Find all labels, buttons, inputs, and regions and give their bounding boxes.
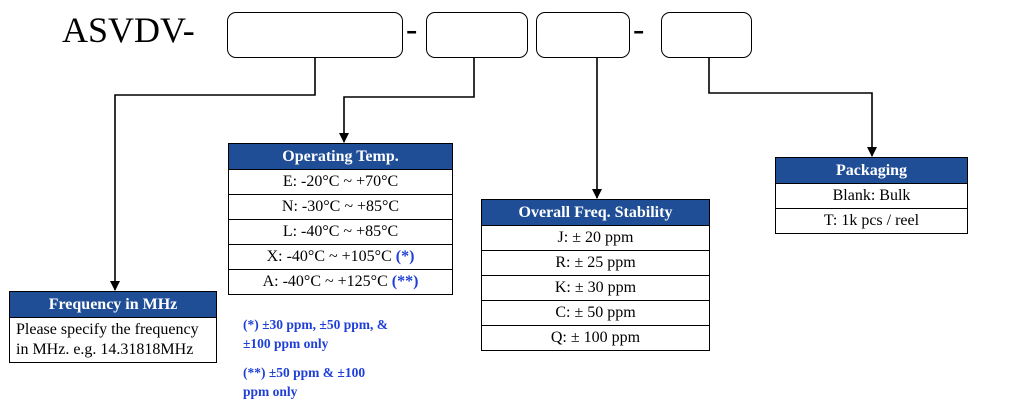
separator-dash-1: - [406,11,418,48]
temp-connector [339,58,475,143]
packaging-option-bulk: Blank: Bulk [775,183,968,209]
stability-option-r: R: ± 25 ppm [481,250,710,276]
temp-option-l: L: -40°C ~ +85°C [228,219,453,245]
operating-temp-header: Operating Temp. [228,143,453,170]
temp-field-box [426,12,528,58]
stability-field-box [536,12,630,58]
temp-note-2-line2: ppm only [243,384,298,399]
temp-option-x: X: -40°C ~ +105°C (*) [228,244,453,270]
temp-note-2-line1: (**) ±50 ppm & ±100 [243,365,366,380]
stability-header: Overall Freq. Stability [481,199,710,226]
temp-note-1: (*) ±30 ppm, ±50 ppm, & ±100 ppm only [243,315,388,353]
packaging-option-reel: T: 1k pcs / reel [775,208,968,234]
stability-option-q: Q: ± 100 ppm [481,325,710,351]
temp-note-2: (**) ±50 ppm & ±100 ppm only [243,363,365,401]
part-prefix: ASVDV- [62,10,195,50]
frequency-table: Frequency in MHz Please specify the freq… [9,291,217,363]
stability-option-c: C: ± 50 ppm [481,300,710,326]
stability-option-k: K: ± 30 ppm [481,275,710,301]
frequency-connector [110,58,316,291]
temp-option-n: N: -30°C ~ +85°C [228,194,453,220]
packaging-connector [708,58,877,157]
temp-note-1-line2: ±100 ppm only [243,336,329,351]
note-mark-a: (**) [391,273,419,290]
stability-table: Overall Freq. Stability J: ± 20 ppm R: ±… [481,199,710,351]
frequency-description: Please specify the frequency in MHz. e.g… [9,317,217,363]
separator-dash-2: - [633,11,645,48]
packaging-table: Packaging Blank: Bulk T: 1k pcs / reel [775,157,968,234]
temp-option-e: E: -20°C ~ +70°C [228,169,453,195]
note-mark-x: (*) [395,248,415,265]
frequency-header: Frequency in MHz [9,291,217,318]
temp-note-1-line1: (*) ±30 ppm, ±50 ppm, & [243,317,388,332]
temp-option-a: A: -40°C ~ +125°C (**) [228,269,453,295]
stability-option-j: J: ± 20 ppm [481,225,710,251]
packaging-field-box [661,12,752,58]
frequency-field-box [227,12,403,58]
packaging-header: Packaging [775,157,968,184]
operating-temp-table: Operating Temp. E: -20°C ~ +70°C N: -30°… [228,143,453,295]
